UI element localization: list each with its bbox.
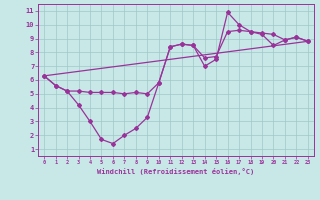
X-axis label: Windchill (Refroidissement éolien,°C): Windchill (Refroidissement éolien,°C) xyxy=(97,168,255,175)
